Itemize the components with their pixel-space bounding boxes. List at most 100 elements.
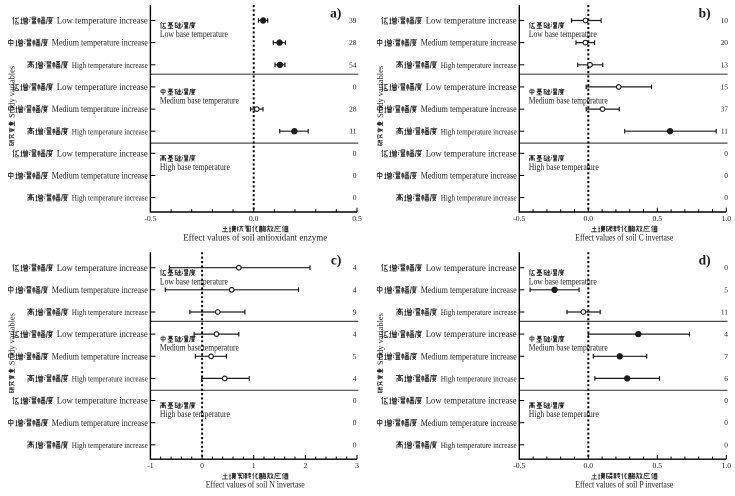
svg-text:0: 0 bbox=[724, 263, 728, 272]
svg-text:0: 0 bbox=[353, 171, 357, 180]
svg-text:Low base temperature: Low base temperature bbox=[160, 29, 228, 39]
svg-text:-1: -1 bbox=[147, 461, 154, 470]
svg-text:Low temperature increase: Low temperature increase bbox=[57, 396, 148, 406]
svg-text:Low temperature increase: Low temperature increase bbox=[426, 16, 517, 26]
svg-text:4: 4 bbox=[724, 330, 728, 339]
svg-text:0: 0 bbox=[353, 82, 357, 91]
svg-text:10: 10 bbox=[721, 16, 729, 25]
svg-text:Medium temperature increase: Medium temperature increase bbox=[52, 351, 148, 361]
svg-text:0: 0 bbox=[724, 440, 728, 449]
svg-text:Medium temperature increase: Medium temperature increase bbox=[421, 418, 517, 428]
svg-text:6: 6 bbox=[724, 374, 728, 383]
svg-text:High temperature increase: High temperature increase bbox=[72, 127, 148, 136]
svg-text:7: 7 bbox=[724, 352, 728, 361]
svg-text:a): a) bbox=[330, 5, 341, 20]
svg-text:High base temperature: High base temperature bbox=[529, 409, 599, 419]
svg-text:b): b) bbox=[699, 5, 711, 20]
svg-text:0.0: 0.0 bbox=[583, 461, 593, 470]
svg-text:Medium temperature increase: Medium temperature increase bbox=[421, 351, 517, 361]
svg-text:Medium base temperature: Medium base temperature bbox=[529, 96, 608, 106]
svg-text:-0.5: -0.5 bbox=[513, 461, 525, 470]
svg-text:0.5: 0.5 bbox=[652, 214, 662, 223]
svg-text:Low temperature increase: Low temperature increase bbox=[57, 82, 148, 92]
svg-text:4: 4 bbox=[353, 263, 357, 272]
svg-text:Medium temperature increase: Medium temperature increase bbox=[52, 418, 148, 428]
svg-text:Effect values of soil P invert: Effect values of soil P invertase bbox=[575, 480, 673, 491]
svg-text:0: 0 bbox=[353, 193, 357, 202]
svg-text:5: 5 bbox=[724, 285, 728, 294]
svg-text:Medium temperature increase: Medium temperature increase bbox=[421, 38, 517, 48]
svg-text:0: 0 bbox=[724, 171, 728, 180]
svg-text:Low temperature increase: Low temperature increase bbox=[57, 148, 148, 158]
svg-text:High temperature increase: High temperature increase bbox=[441, 441, 517, 450]
svg-text:Low base temperature: Low base temperature bbox=[160, 276, 228, 286]
svg-text:11: 11 bbox=[349, 127, 356, 136]
svg-text:Low temperature increase: Low temperature increase bbox=[57, 263, 148, 273]
svg-text:0: 0 bbox=[353, 149, 357, 158]
svg-text:11: 11 bbox=[721, 127, 728, 136]
svg-text:0.5: 0.5 bbox=[652, 461, 662, 470]
svg-text:High base temperature: High base temperature bbox=[529, 162, 599, 172]
svg-text:Effect values of soil C invert: Effect values of soil C invertase bbox=[575, 232, 673, 243]
svg-text:-0.5: -0.5 bbox=[144, 214, 156, 223]
svg-text:Low temperature increase: Low temperature increase bbox=[57, 329, 148, 339]
svg-text:39: 39 bbox=[349, 16, 357, 25]
svg-text:Effect values of soil N invert: Effect values of soil N invertase bbox=[206, 480, 305, 491]
svg-text:High temperature increase: High temperature increase bbox=[441, 375, 517, 384]
svg-text:High temperature increase: High temperature increase bbox=[441, 61, 517, 70]
svg-text:15: 15 bbox=[721, 82, 729, 91]
svg-text:High temperature increase: High temperature increase bbox=[72, 194, 148, 203]
svg-text:High temperature increase: High temperature increase bbox=[72, 375, 148, 384]
svg-text:0: 0 bbox=[724, 193, 728, 202]
svg-text:0.0: 0.0 bbox=[583, 214, 593, 223]
svg-text:c): c) bbox=[331, 253, 342, 268]
svg-text:0: 0 bbox=[724, 418, 728, 427]
svg-text:11: 11 bbox=[721, 308, 728, 317]
svg-text:Medium temperature increase: Medium temperature increase bbox=[52, 104, 148, 114]
svg-text:28: 28 bbox=[349, 38, 357, 47]
svg-text:High temperature increase: High temperature increase bbox=[72, 441, 148, 450]
svg-text:Medium base temperature: Medium base temperature bbox=[160, 343, 239, 353]
svg-text:Medium base temperature: Medium base temperature bbox=[529, 343, 608, 353]
svg-text:54: 54 bbox=[349, 60, 357, 69]
svg-text:13: 13 bbox=[721, 60, 729, 69]
svg-text:Low base temperature: Low base temperature bbox=[529, 276, 597, 286]
svg-text:High base temperature: High base temperature bbox=[160, 409, 230, 419]
svg-text:Effect values of soil antioxid: Effect values of soil antioxidant enzyme bbox=[183, 232, 327, 243]
svg-text:Low temperature increase: Low temperature increase bbox=[426, 263, 517, 273]
svg-text:-0.5: -0.5 bbox=[513, 214, 525, 223]
svg-text:High temperature increase: High temperature increase bbox=[72, 308, 148, 317]
svg-text:Low temperature increase: Low temperature increase bbox=[426, 82, 517, 92]
svg-text:1.0: 1.0 bbox=[721, 461, 731, 470]
svg-text:Study variables: Study variables bbox=[8, 313, 17, 365]
svg-text:Low temperature increase: Low temperature increase bbox=[426, 396, 517, 406]
svg-text:0.0: 0.0 bbox=[249, 214, 259, 223]
svg-text:28: 28 bbox=[349, 105, 357, 114]
svg-text:Low temperature increase: Low temperature increase bbox=[57, 16, 148, 26]
svg-text:20: 20 bbox=[721, 38, 729, 47]
svg-text:4: 4 bbox=[353, 285, 357, 294]
svg-text:Medium temperature increase: Medium temperature increase bbox=[421, 285, 517, 295]
svg-text:Medium base temperature: Medium base temperature bbox=[160, 96, 239, 106]
svg-text:4: 4 bbox=[353, 374, 357, 383]
svg-text:4: 4 bbox=[353, 330, 357, 339]
svg-text:d): d) bbox=[699, 253, 711, 268]
svg-text:Low temperature increase: Low temperature increase bbox=[426, 329, 517, 339]
svg-text:1: 1 bbox=[252, 461, 256, 470]
svg-text:High temperature increase: High temperature increase bbox=[441, 194, 517, 203]
svg-text:High base temperature: High base temperature bbox=[160, 162, 230, 172]
svg-text:0: 0 bbox=[353, 440, 357, 449]
svg-text:0.5: 0.5 bbox=[352, 214, 362, 223]
svg-text:Medium temperature increase: Medium temperature increase bbox=[52, 171, 148, 181]
svg-text:0: 0 bbox=[724, 396, 728, 405]
svg-text:3: 3 bbox=[355, 461, 359, 470]
svg-text:0: 0 bbox=[724, 149, 728, 158]
svg-text:Study variables: Study variables bbox=[8, 66, 17, 118]
svg-text:2: 2 bbox=[303, 461, 307, 470]
svg-text:Low base temperature: Low base temperature bbox=[529, 29, 597, 39]
svg-text:Medium temperature increase: Medium temperature increase bbox=[421, 104, 517, 114]
svg-text:Medium temperature increase: Medium temperature increase bbox=[52, 285, 148, 295]
svg-text:0: 0 bbox=[353, 418, 357, 427]
svg-text:0: 0 bbox=[353, 396, 357, 405]
svg-text:9: 9 bbox=[353, 308, 357, 317]
